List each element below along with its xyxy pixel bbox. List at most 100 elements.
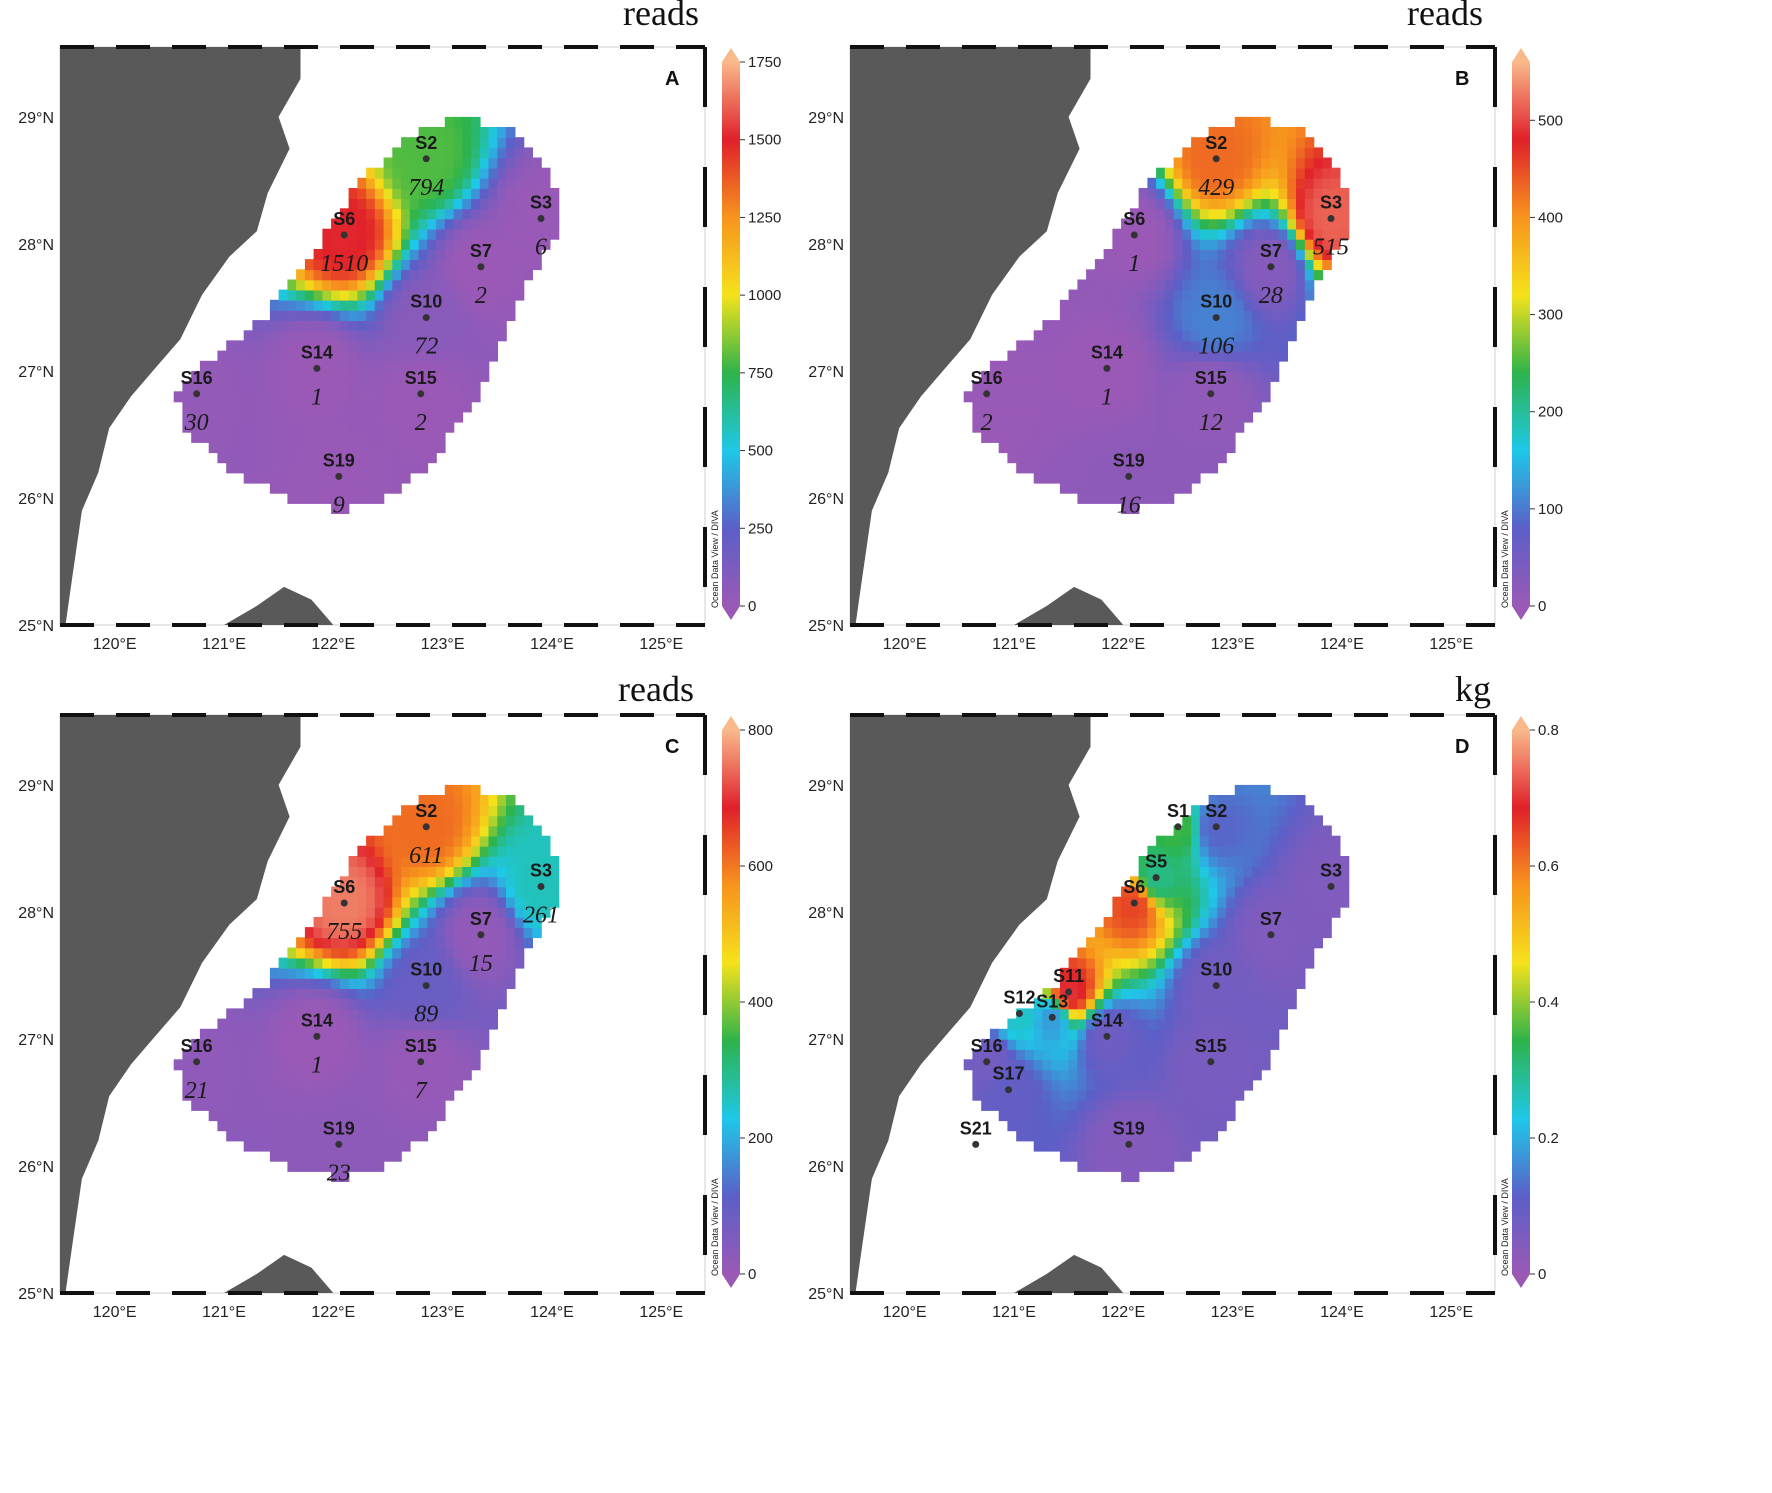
field-cell (1077, 482, 1087, 494)
field-cell (418, 886, 429, 898)
field-cell (322, 1059, 332, 1071)
field-cell (453, 1049, 464, 1061)
station-value: 515 (1313, 234, 1349, 260)
field-cell (436, 906, 446, 918)
station-name: S15 (405, 1036, 437, 1056)
lon-tick-label: 123°E (421, 636, 465, 653)
field-cell (1173, 845, 1184, 857)
field-cell (444, 299, 455, 311)
lat-tick-label: 26°N (18, 491, 54, 508)
field-cell (208, 1038, 219, 1050)
field-cell (357, 1049, 367, 1061)
field-cell (1217, 896, 1227, 908)
field-cell (1086, 937, 1096, 949)
field-cell (401, 340, 411, 352)
field-cell (1164, 198, 1175, 210)
field-cell (1252, 917, 1262, 928)
field-cell (1016, 1120, 1026, 1132)
field-cell (392, 1028, 402, 1040)
field-cell (287, 330, 297, 342)
field-cell (1147, 845, 1157, 857)
station-name: S2 (415, 801, 437, 821)
field-cell (1077, 1150, 1087, 1162)
field-cell (1269, 835, 1280, 847)
field-cell (1278, 310, 1288, 321)
field-cell (1112, 259, 1122, 271)
field-cell (401, 815, 411, 827)
field-cell (1199, 805, 1210, 817)
field-cell (1243, 967, 1254, 979)
field-cell (1182, 1038, 1192, 1050)
field-cell (1182, 866, 1192, 878)
station-dot (1212, 823, 1220, 831)
field-cell (549, 198, 560, 210)
field-cell (383, 401, 394, 413)
field-cell (1191, 967, 1201, 979)
field-cell (348, 320, 359, 332)
field-cell (1138, 1008, 1149, 1020)
field-cell (1138, 1150, 1149, 1162)
field-cell (488, 1008, 498, 1020)
field-cell (453, 1038, 464, 1050)
field-cell (1191, 1099, 1201, 1111)
station-dot (983, 390, 991, 398)
field-cell (1147, 1099, 1157, 1111)
field-cell (1199, 299, 1210, 311)
field-cell (541, 188, 551, 199)
field-cell (1121, 238, 1131, 250)
field-cell (418, 825, 429, 837)
field-cell (418, 947, 429, 959)
field-cell (243, 1069, 254, 1081)
field-cell (1182, 462, 1192, 474)
field-cell (208, 442, 219, 454)
field-cell (488, 876, 498, 888)
field-cell (1103, 452, 1114, 464)
field-cell (331, 289, 341, 301)
field-cell (401, 147, 411, 159)
field-cell (479, 198, 490, 210)
field-cell (1112, 350, 1122, 362)
field-cell (1129, 967, 1140, 979)
field-cell (427, 1049, 437, 1061)
field-cell (296, 1140, 306, 1152)
field-cell (1278, 147, 1288, 159)
field-cell (1252, 988, 1262, 1000)
field-cell (1339, 208, 1350, 220)
field-cell (427, 906, 437, 918)
field-cell (989, 411, 1000, 423)
field-cell (1278, 998, 1288, 1010)
field-cell (392, 452, 402, 464)
field-cell (1322, 208, 1332, 220)
land-mainland (850, 47, 1091, 625)
field-cell (471, 116, 481, 128)
field-cell (243, 1018, 254, 1030)
field-cell (348, 442, 359, 454)
field-cell (1112, 1028, 1122, 1040)
field-cell (1261, 370, 1271, 382)
station-name: S19 (323, 450, 355, 470)
field-cell (357, 937, 367, 949)
field-cell (1269, 957, 1280, 969)
field-cell (1269, 998, 1280, 1010)
field-cell (1042, 1089, 1052, 1101)
field-cell (243, 452, 254, 464)
field-cell (296, 1018, 306, 1030)
field-cell (1217, 452, 1227, 464)
field-cell (182, 1069, 192, 1081)
field-cell (436, 431, 446, 443)
field-cell (1024, 1069, 1035, 1081)
field-cell (427, 391, 437, 403)
field-cell (1077, 1038, 1087, 1050)
field-cell (1252, 157, 1262, 169)
field-cell (401, 917, 411, 928)
field-cell (1182, 157, 1192, 169)
field-cell (261, 1038, 271, 1050)
field-cell (1147, 957, 1157, 969)
field-cell (1103, 421, 1114, 433)
field-cell (514, 845, 525, 857)
station-name: S19 (1113, 1118, 1145, 1138)
field-cell (287, 988, 297, 1000)
field-cell (1278, 866, 1288, 878)
field-cell (339, 299, 350, 311)
field-cell (366, 957, 376, 969)
